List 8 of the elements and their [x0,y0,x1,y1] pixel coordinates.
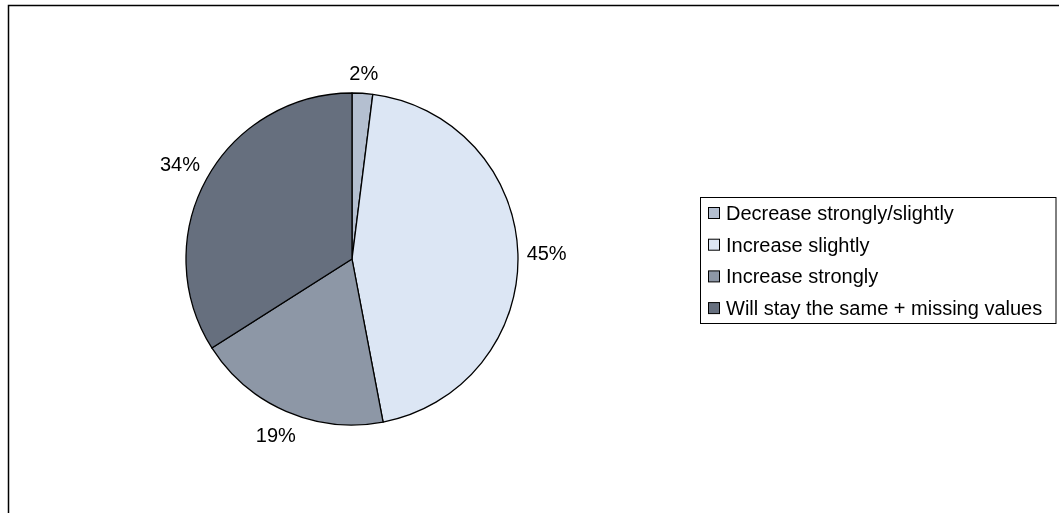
data-label: 19% [255,424,297,447]
data-label: 34% [159,153,201,176]
legend-label: Increase strongly [726,265,879,288]
data-label: 45% [526,241,567,264]
data-label: 2% [349,61,379,84]
legend-label: Will stay the same + missing values [726,297,1043,320]
legend-label: Decrease strongly/slightly [726,202,954,224]
legend-label: Increase slightly [726,233,870,256]
